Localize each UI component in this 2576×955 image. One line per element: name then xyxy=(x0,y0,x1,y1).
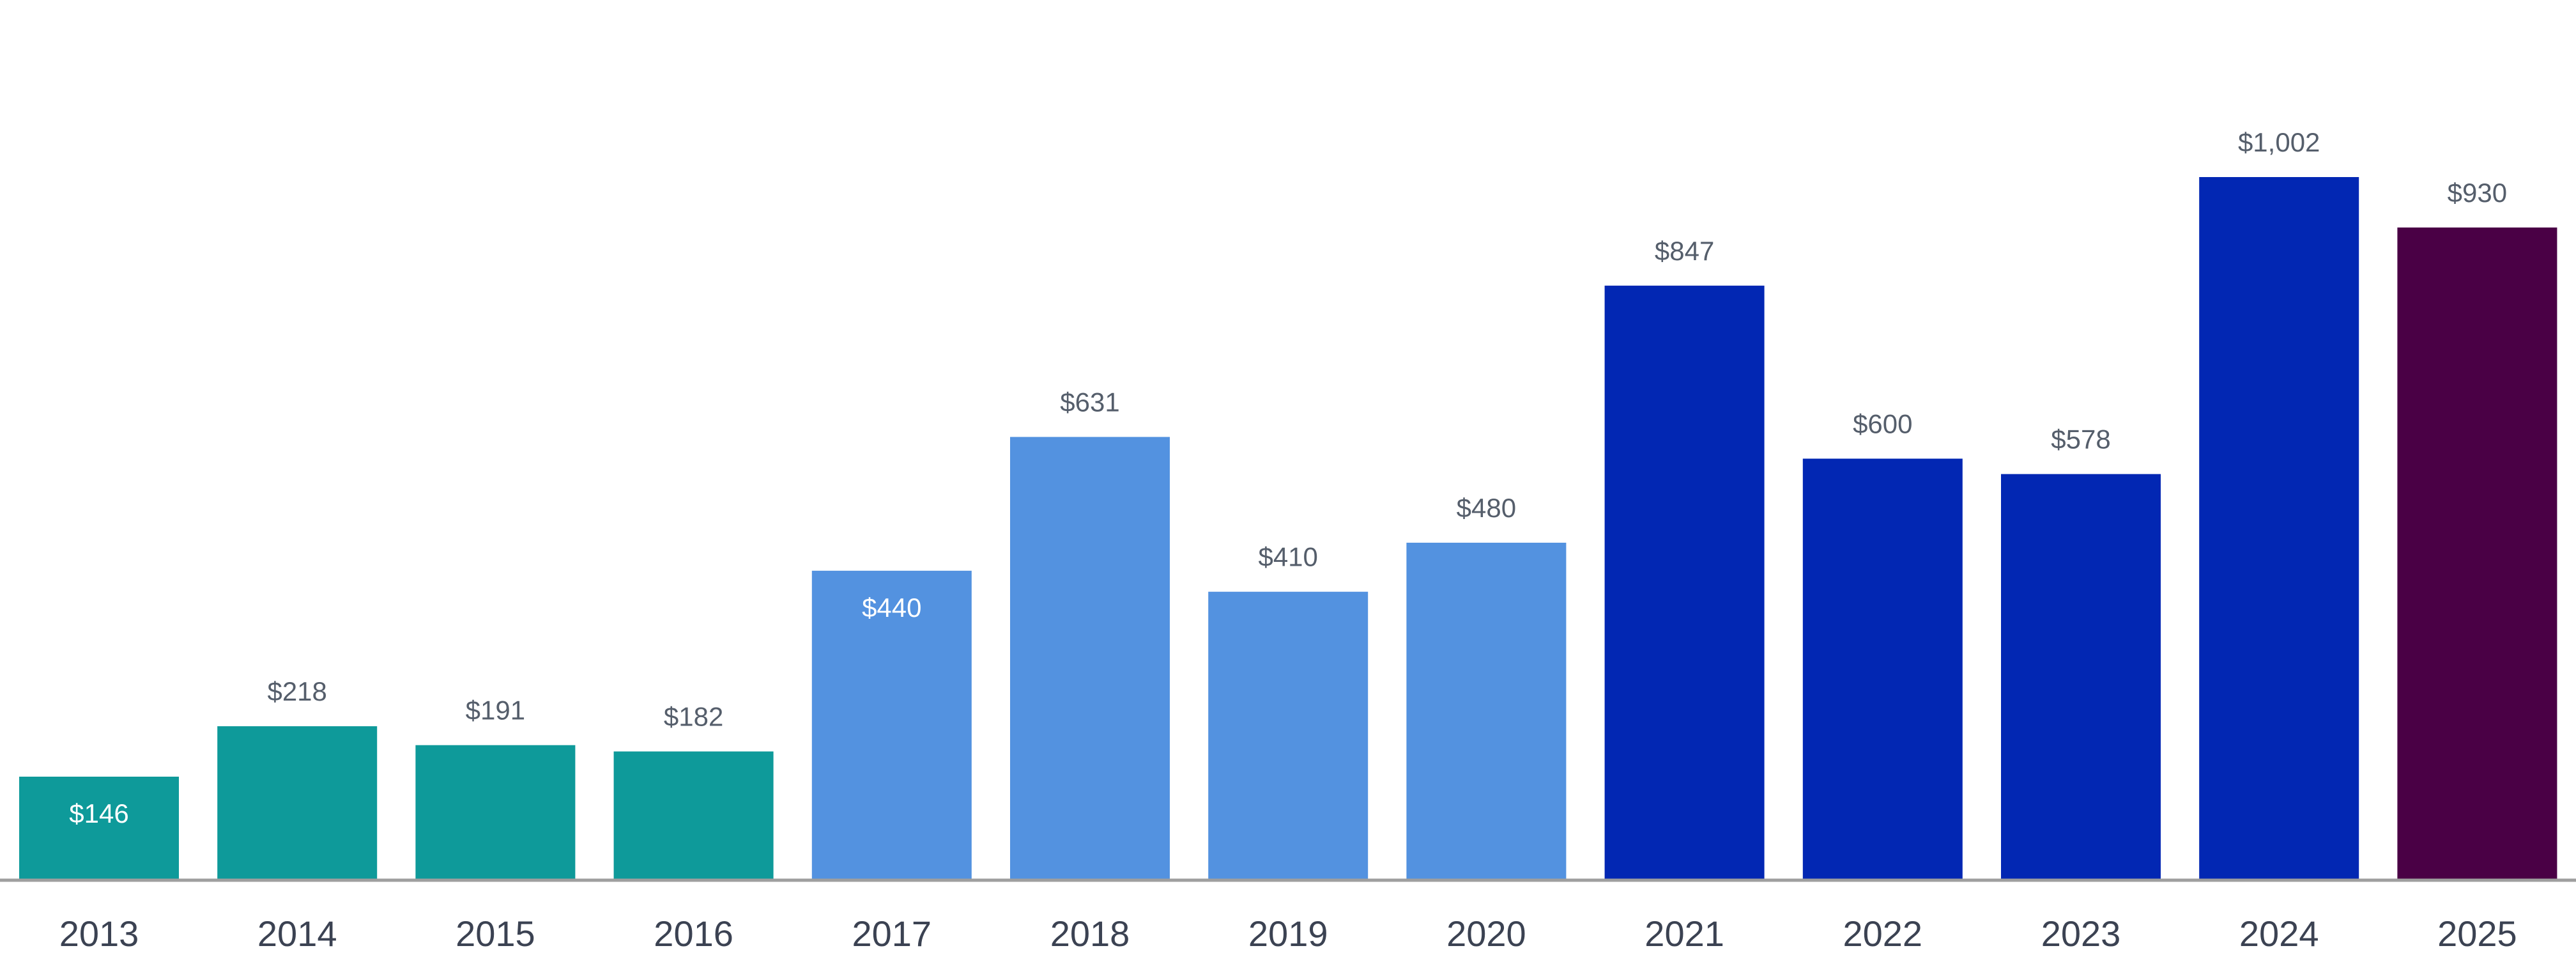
bar-2024 xyxy=(2199,177,2359,879)
x-tick-label-2023: 2023 xyxy=(2041,913,2121,954)
value-label-2013: $146 xyxy=(69,798,128,828)
x-tick-label-2022: 2022 xyxy=(1843,913,1923,954)
bar-2013 xyxy=(19,777,179,879)
value-label-2017: $440 xyxy=(862,593,921,623)
bar-2014 xyxy=(217,726,378,879)
bar-2019 xyxy=(1208,591,1368,879)
x-tick-label-2013: 2013 xyxy=(59,913,139,954)
value-label-2016: $182 xyxy=(664,702,723,732)
value-label-2019: $410 xyxy=(1258,542,1317,572)
value-label-2018: $631 xyxy=(1060,387,1119,417)
bar-2015 xyxy=(415,745,576,879)
bar-2021 xyxy=(1604,285,1765,879)
x-tick-label-2021: 2021 xyxy=(1644,913,1724,954)
value-label-2025: $930 xyxy=(2448,178,2507,208)
value-label-2021: $847 xyxy=(1655,236,1714,266)
bar-2022 xyxy=(1802,458,1963,879)
x-tick-labels-group: 2013 2014 2015 2016 2017 2018 2019 2020 2021 2022… xyxy=(59,913,2517,954)
x-tick-label-2024: 2024 xyxy=(2239,913,2319,954)
value-label-2024: $1,002 xyxy=(2238,127,2320,157)
bar-2018 xyxy=(1010,437,1170,879)
x-tick-label-2014: 2014 xyxy=(257,913,337,954)
bar-2025 xyxy=(2397,227,2557,879)
x-tick-label-2020: 2020 xyxy=(1446,913,1526,954)
bars-group xyxy=(19,177,2557,879)
value-label-2015: $191 xyxy=(466,695,525,726)
value-label-2020: $480 xyxy=(1457,493,1516,523)
x-tick-label-2019: 2019 xyxy=(1248,913,1328,954)
bar-2020 xyxy=(1406,543,1567,879)
bar-2017 xyxy=(811,570,972,879)
x-tick-label-2015: 2015 xyxy=(456,913,535,954)
x-tick-label-2025: 2025 xyxy=(2437,913,2517,954)
x-tick-label-2017: 2017 xyxy=(852,913,932,954)
value-label-2023: $578 xyxy=(2051,424,2110,454)
x-tick-label-2018: 2018 xyxy=(1050,913,1130,954)
bar-2016 xyxy=(613,751,774,879)
bar-2023 xyxy=(2001,474,2161,879)
x-tick-label-2016: 2016 xyxy=(654,913,733,954)
value-label-2014: $218 xyxy=(267,676,326,706)
value-labels-group: $146 $218 $191 $182 $440 $631 $410 $480 $847 $600… xyxy=(69,127,2507,828)
value-label-2022: $600 xyxy=(1853,409,1912,439)
